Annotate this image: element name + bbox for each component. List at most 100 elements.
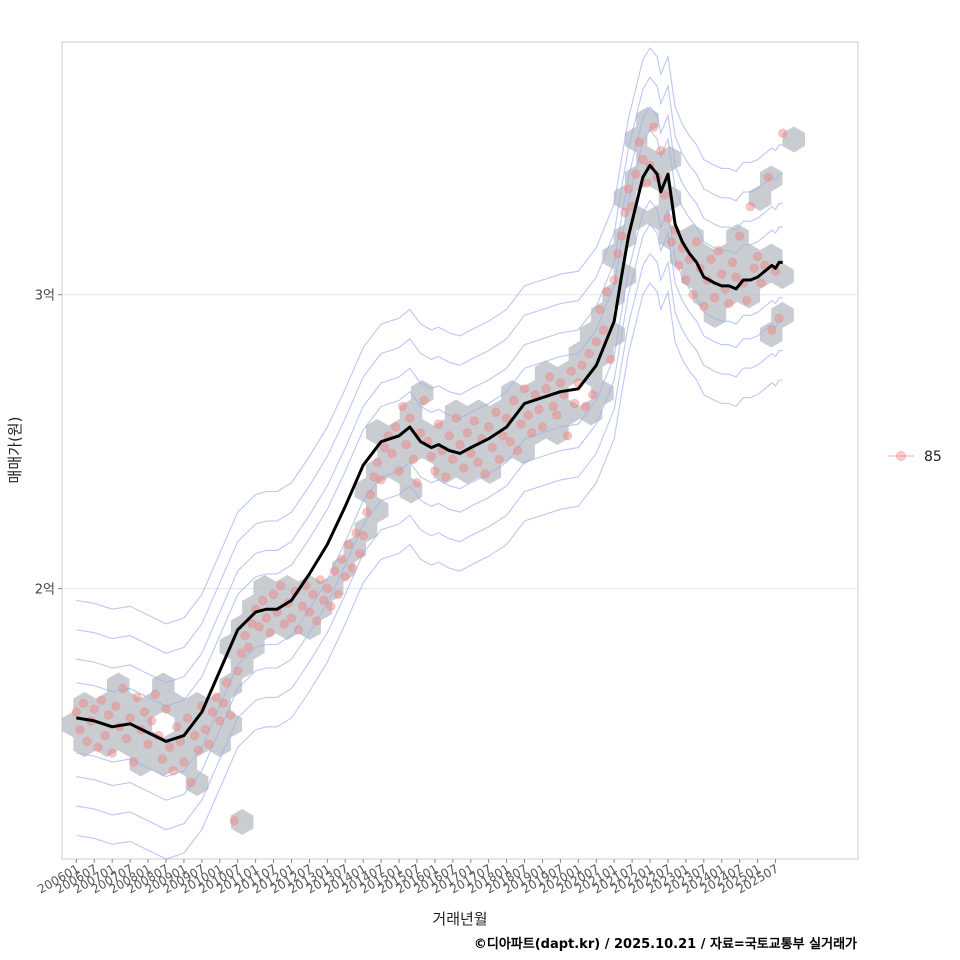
hexbin-cell	[681, 263, 704, 289]
density-contour	[76, 223, 783, 801]
data-point	[179, 757, 189, 767]
data-point	[562, 431, 573, 441]
hexbin-cell	[726, 224, 749, 250]
hexbin-cell	[456, 419, 479, 445]
density-contour	[76, 252, 783, 831]
hexbin-cell	[557, 399, 580, 426]
data-point	[458, 463, 469, 473]
data-point	[222, 678, 232, 688]
data-point	[598, 325, 609, 335]
data-point	[387, 448, 397, 459]
data-point	[247, 619, 257, 629]
data-point	[426, 451, 436, 462]
data-point	[279, 619, 289, 629]
hexbin-cell	[760, 321, 783, 348]
data-point	[752, 251, 763, 262]
scatter-points	[71, 122, 788, 826]
data-point	[200, 725, 211, 735]
data-point	[688, 290, 698, 300]
data-point	[584, 348, 594, 359]
data-point	[168, 766, 178, 776]
data-point	[433, 419, 444, 429]
data-point	[419, 395, 429, 406]
hexbin-cell	[489, 438, 513, 465]
data-point	[365, 489, 376, 500]
data-point	[204, 739, 214, 750]
data-point	[648, 122, 659, 132]
hexbin-cell	[230, 653, 254, 679]
hexbin-cell	[95, 692, 119, 718]
data-point	[742, 295, 752, 306]
data-point	[487, 442, 497, 453]
data-point	[326, 601, 336, 611]
data-point	[501, 413, 512, 423]
hexbin-cell	[512, 438, 535, 465]
data-point	[609, 275, 619, 285]
data-point	[337, 554, 347, 564]
data-point	[103, 710, 114, 720]
hexbin-cell	[73, 731, 96, 757]
data-point	[369, 472, 379, 482]
density-contour	[76, 129, 783, 707]
data-point	[211, 692, 221, 703]
data-point	[129, 757, 139, 767]
hexbin-cell	[636, 107, 659, 133]
data-point	[713, 246, 723, 256]
hexbin-cell	[95, 731, 119, 757]
data-point	[451, 413, 462, 423]
data-point	[412, 478, 422, 488]
data-point	[430, 466, 440, 476]
data-point	[258, 595, 268, 606]
hexbin-cell	[568, 341, 592, 367]
hexbin-cell	[174, 711, 198, 738]
data-point	[164, 742, 175, 752]
data-point	[75, 725, 85, 735]
hexbin-cell	[185, 770, 209, 796]
data-point	[491, 407, 501, 417]
hexbin-cell	[771, 263, 794, 289]
data-point	[512, 445, 523, 456]
data-point	[544, 372, 555, 382]
hexbin-cell	[152, 750, 175, 777]
data-point	[233, 666, 243, 676]
data-point	[745, 201, 756, 212]
data-point	[709, 293, 720, 303]
hexbin-cell	[534, 399, 558, 426]
data-point	[304, 607, 315, 617]
data-point	[268, 589, 279, 600]
data-point	[749, 263, 759, 273]
data-point	[756, 278, 766, 288]
hexbin-cell	[366, 458, 389, 484]
data-point	[620, 207, 630, 218]
data-point	[616, 231, 627, 241]
data-point	[354, 548, 365, 559]
hexbin-cell	[433, 419, 456, 445]
data-point	[319, 595, 329, 606]
hexbin-cell	[489, 399, 513, 426]
y-axis-title: 매매가(원)	[6, 417, 24, 484]
density-contours	[76, 46, 783, 860]
hexbin-cell	[534, 360, 558, 387]
data-point	[580, 401, 591, 412]
data-point	[509, 395, 519, 406]
data-point	[638, 154, 648, 165]
hexbin-cell	[208, 731, 231, 757]
hexbin-cell	[433, 458, 456, 484]
data-point	[265, 628, 275, 638]
data-point	[774, 313, 784, 323]
data-point	[595, 304, 605, 315]
data-point	[293, 625, 304, 635]
data-point	[190, 730, 200, 741]
data-point	[297, 601, 307, 611]
hexbin-cell	[264, 594, 288, 621]
y-tick-label: 2억	[35, 583, 55, 598]
hexbin-cell	[737, 243, 760, 270]
hexbin-cell	[478, 458, 502, 484]
hexbin-cell	[579, 399, 603, 426]
data-point	[570, 398, 580, 409]
data-point	[613, 248, 623, 259]
data-point	[516, 419, 526, 429]
hexbin-cell	[253, 575, 276, 601]
data-point	[397, 401, 408, 412]
